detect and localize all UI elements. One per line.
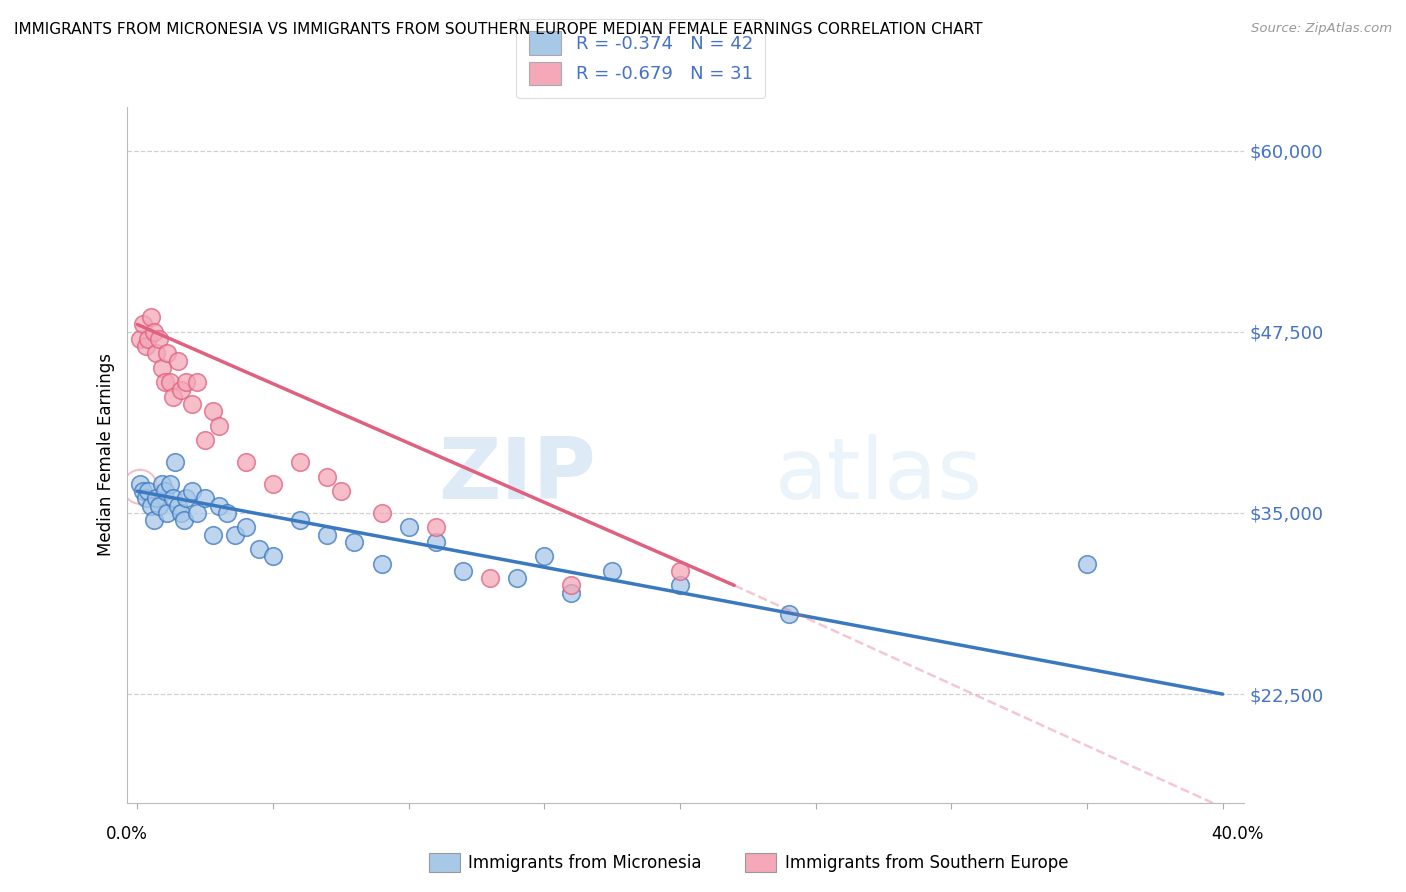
Point bbox=[153, 484, 176, 499]
Point bbox=[153, 376, 176, 390]
Point bbox=[174, 491, 197, 506]
Point bbox=[560, 578, 582, 592]
Point bbox=[669, 564, 692, 578]
Point bbox=[288, 513, 311, 527]
Point bbox=[425, 535, 447, 549]
Point bbox=[778, 607, 800, 622]
Point bbox=[159, 477, 181, 491]
Point bbox=[139, 499, 162, 513]
Point bbox=[370, 506, 392, 520]
Point bbox=[398, 520, 420, 534]
Text: Immigrants from Southern Europe: Immigrants from Southern Europe bbox=[785, 854, 1069, 871]
Point bbox=[135, 491, 157, 506]
Point bbox=[425, 520, 447, 534]
Point bbox=[479, 571, 502, 585]
Point bbox=[506, 571, 529, 585]
Point bbox=[156, 506, 179, 520]
Point bbox=[208, 499, 231, 513]
Point bbox=[262, 549, 284, 564]
Point bbox=[202, 404, 225, 418]
Point bbox=[148, 332, 170, 346]
Point bbox=[136, 484, 159, 499]
Text: Immigrants from Micronesia: Immigrants from Micronesia bbox=[468, 854, 702, 871]
Point bbox=[129, 480, 152, 494]
Point bbox=[148, 499, 170, 513]
Point bbox=[162, 491, 184, 506]
Point bbox=[560, 585, 582, 599]
Point bbox=[194, 491, 217, 506]
Point bbox=[162, 390, 184, 404]
Point bbox=[173, 513, 195, 527]
Point bbox=[142, 513, 165, 527]
Point bbox=[170, 506, 193, 520]
Point bbox=[316, 469, 339, 483]
Point bbox=[249, 542, 271, 557]
Point bbox=[194, 434, 217, 448]
Point bbox=[150, 361, 173, 376]
Point bbox=[129, 332, 152, 346]
Point bbox=[329, 484, 352, 499]
Point bbox=[165, 455, 187, 469]
Point bbox=[316, 527, 339, 541]
Y-axis label: Median Female Earnings: Median Female Earnings bbox=[97, 353, 115, 557]
Text: 40.0%: 40.0% bbox=[1211, 825, 1264, 843]
Point bbox=[174, 376, 197, 390]
Point bbox=[132, 484, 155, 499]
Point bbox=[235, 520, 257, 534]
Point bbox=[451, 564, 474, 578]
Point bbox=[600, 564, 623, 578]
Point bbox=[136, 332, 159, 346]
Point bbox=[139, 310, 162, 325]
Point bbox=[167, 499, 190, 513]
Point bbox=[145, 491, 167, 506]
Point bbox=[156, 346, 179, 360]
Text: IMMIGRANTS FROM MICRONESIA VS IMMIGRANTS FROM SOUTHERN EUROPE MEDIAN FEMALE EARN: IMMIGRANTS FROM MICRONESIA VS IMMIGRANTS… bbox=[14, 22, 983, 37]
Point bbox=[1076, 557, 1098, 571]
Point bbox=[159, 376, 181, 390]
Point bbox=[135, 339, 157, 353]
Point bbox=[288, 455, 311, 469]
Point bbox=[208, 419, 231, 434]
Point bbox=[669, 578, 692, 592]
Point bbox=[180, 484, 202, 499]
Point bbox=[180, 397, 202, 411]
Point bbox=[215, 506, 238, 520]
Point bbox=[145, 346, 167, 360]
Point bbox=[186, 376, 208, 390]
Point bbox=[167, 353, 190, 368]
Point bbox=[202, 527, 225, 541]
Text: ZIP: ZIP bbox=[439, 434, 596, 517]
Point bbox=[370, 557, 392, 571]
Point bbox=[533, 549, 555, 564]
Point bbox=[150, 477, 173, 491]
Legend: R = -0.374   N = 42, R = -0.679   N = 31: R = -0.374 N = 42, R = -0.679 N = 31 bbox=[516, 19, 765, 97]
Point bbox=[186, 506, 208, 520]
Text: Source: ZipAtlas.com: Source: ZipAtlas.com bbox=[1251, 22, 1392, 36]
Point bbox=[132, 318, 155, 332]
Point bbox=[343, 535, 366, 549]
Point bbox=[170, 383, 193, 397]
Text: 0.0%: 0.0% bbox=[105, 825, 148, 843]
Point bbox=[224, 527, 246, 541]
Point bbox=[235, 455, 257, 469]
Point bbox=[129, 477, 152, 491]
Text: atlas: atlas bbox=[775, 434, 983, 517]
Point bbox=[262, 477, 284, 491]
Point bbox=[142, 325, 165, 339]
